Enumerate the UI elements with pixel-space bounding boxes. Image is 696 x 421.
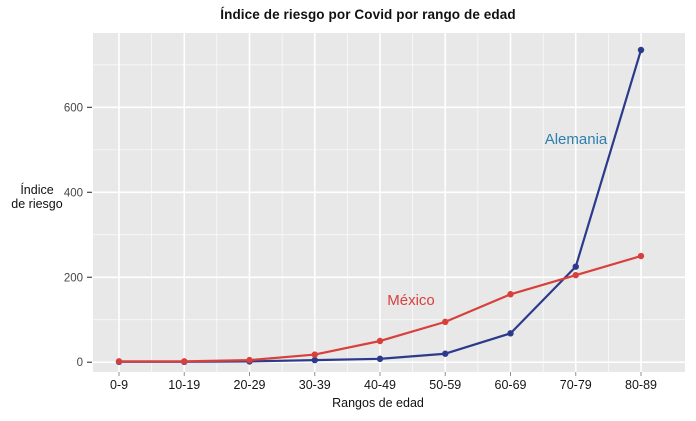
x-tick-label: 70-79 (560, 378, 592, 392)
data-point-México-0-9 (115, 358, 123, 365)
x-tick-label: 20-29 (234, 378, 266, 392)
data-point-México-30-39 (311, 351, 318, 358)
data-point-Alemania-60-69 (507, 330, 514, 337)
y-tick-label: 600 (64, 102, 83, 114)
chart-title: Índice de riesgo por Covid por rango de … (220, 7, 516, 22)
y-axis-label-line2: de riesgo (11, 197, 63, 211)
data-point-Alemania-40-49 (376, 355, 384, 363)
x-axis-label: Rangos de edad (332, 396, 424, 410)
data-point-Alemania-30-39 (311, 356, 318, 364)
x-tick-label: 80-89 (625, 378, 657, 392)
x-tick-label: 40-49 (364, 378, 396, 392)
x-tick-label: 0-9 (110, 378, 128, 392)
series-label-México: México (387, 292, 435, 309)
x-tick-label: 50-59 (429, 378, 461, 392)
data-point-México-80-89 (637, 252, 645, 260)
data-point-México-40-49 (376, 337, 384, 345)
y-tick-label: 400 (64, 187, 83, 199)
x-tick-label: 60-69 (495, 378, 527, 392)
x-tick-label: 10-19 (168, 378, 200, 392)
data-point-México-70-79 (572, 271, 579, 279)
y-axis-label: Índice de riesgo (4, 183, 70, 211)
y-tick-label: 0 (77, 357, 83, 369)
data-point-México-60-69 (507, 291, 514, 298)
y-tick-label: 200 (64, 272, 83, 284)
data-point-México-10-19 (181, 358, 188, 365)
data-point-Alemania-50-59 (442, 350, 449, 357)
data-point-Alemania-80-89 (637, 46, 645, 54)
plot-panel (93, 33, 685, 372)
data-point-México-50-59 (442, 318, 449, 326)
series-label-Alemania: Alemania (545, 131, 608, 148)
data-point-Alemania-70-79 (572, 263, 579, 270)
data-point-México-20-29 (246, 356, 253, 364)
y-axis-label-line1: Índice (20, 183, 54, 197)
x-tick-label: 30-39 (299, 378, 331, 392)
